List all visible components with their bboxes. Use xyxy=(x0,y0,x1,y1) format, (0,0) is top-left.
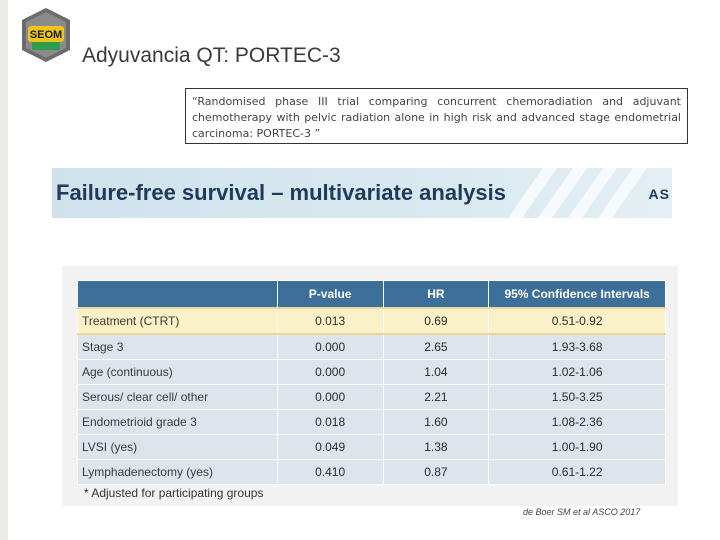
multivariate-table: P-value HR 95% Confidence Intervals Trea… xyxy=(77,280,666,485)
table-footnote: * Adjusted for participating groups xyxy=(84,486,264,500)
p-value-cell: 0.049 xyxy=(276,434,384,460)
hr-cell: 2.65 xyxy=(382,333,490,360)
p-value-cell: 0.000 xyxy=(276,333,384,360)
p-value-cell: 0.410 xyxy=(276,459,384,485)
header-cell: HR xyxy=(382,280,490,309)
table-row: Treatment (CTRT) 0.013 0.69 0.51-0.92 xyxy=(77,307,666,335)
ci-cell: 1.93-3.68 xyxy=(488,333,666,360)
table-header-row: P-value HR 95% Confidence Intervals xyxy=(77,280,666,309)
row-label: Age (continuous) xyxy=(77,359,278,385)
left-edge-strip xyxy=(0,0,8,540)
row-label: Serous/ clear cell/ other xyxy=(77,384,278,410)
ci-cell: 1.00-1.90 xyxy=(488,434,666,460)
row-label: LVSI (yes) xyxy=(77,434,278,460)
table-row: Stage 3 0.000 2.65 1.93-3.68 xyxy=(77,333,666,360)
ci-cell: 1.02-1.06 xyxy=(488,359,666,385)
hr-cell: 1.38 xyxy=(382,434,490,460)
ci-cell: 0.51-0.92 xyxy=(488,307,666,335)
row-label: Lymphadenectomy (yes) xyxy=(77,459,278,485)
hr-cell: 2.21 xyxy=(382,384,490,410)
hr-cell: 0.87 xyxy=(382,459,490,485)
row-label: Endometrioid grade 3 xyxy=(77,409,278,435)
header-cell: 95% Confidence Intervals xyxy=(488,280,666,309)
table-row: Endometrioid grade 3 0.018 1.60 1.08-2.3… xyxy=(77,409,666,435)
table-row: LVSI (yes) 0.049 1.38 1.00-1.90 xyxy=(77,434,666,460)
banner: Failure-free survival – multivariate ana… xyxy=(52,168,672,218)
citation: de Boer SM et al ASCO 2017 xyxy=(523,507,641,517)
header-cell: P-value xyxy=(276,280,384,309)
hr-cell: 0.69 xyxy=(382,307,490,335)
p-value-cell: 0.000 xyxy=(276,359,384,385)
p-value-cell: 0.000 xyxy=(276,384,384,410)
row-label: Treatment (CTRT) xyxy=(77,307,278,335)
asco-mark: AS xyxy=(648,186,670,202)
ci-cell: 1.08-2.36 xyxy=(488,409,666,435)
slide-title: Adyuvancia QT: PORTEC-3 xyxy=(82,44,341,67)
header-cell xyxy=(77,280,278,309)
ci-cell: 0.61-1.22 xyxy=(488,459,666,485)
banner-title: Failure-free survival – multivariate ana… xyxy=(56,180,507,205)
table-row: Age (continuous) 0.000 1.04 1.02-1.06 xyxy=(77,359,666,385)
study-quote: “Randomised phase III trial comparing co… xyxy=(185,88,688,144)
hr-cell: 1.04 xyxy=(382,359,490,385)
ci-cell: 1.50-3.25 xyxy=(488,384,666,410)
p-value-cell: 0.013 xyxy=(276,307,384,335)
hr-cell: 1.60 xyxy=(382,409,490,435)
table-row: Serous/ clear cell/ other 0.000 2.21 1.5… xyxy=(77,384,666,410)
p-value-cell: 0.018 xyxy=(276,409,384,435)
svg-text:SEOM: SEOM xyxy=(30,29,62,41)
table-row: Lymphadenectomy (yes) 0.410 0.87 0.61-1.… xyxy=(77,459,666,485)
seom-logo: SEOM xyxy=(22,8,70,62)
row-label: Stage 3 xyxy=(77,333,278,360)
